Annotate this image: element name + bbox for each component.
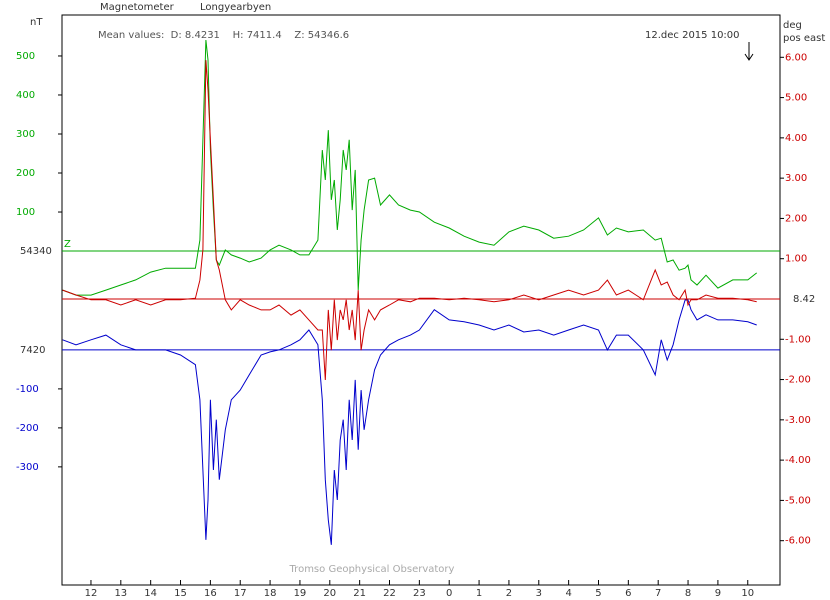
mean-values: Mean values: D: 8.4231 H: 7411.4 Z: 5434…: [98, 30, 349, 41]
y-tick-label: -300: [16, 462, 39, 473]
y2-tick-label: -6.00: [785, 536, 811, 547]
y2-tick-label: 1.00: [785, 254, 807, 265]
x-tick-label: 21: [353, 588, 366, 599]
y2-tick-label: 3.00: [785, 173, 807, 184]
x-tick-label: 2: [506, 588, 512, 599]
y-tick-label: 400: [16, 90, 35, 101]
x-tick-label: 12: [85, 588, 98, 599]
baseline-label: 7420: [20, 345, 45, 356]
baseline-label: 54340: [20, 246, 52, 257]
y2-tick-label: 2.00: [785, 213, 807, 224]
x-tick-label: 1: [476, 588, 482, 599]
baseline-label: 8.42: [793, 294, 815, 305]
y2-tick-label: 6.00: [785, 52, 807, 63]
x-tick-label: 17: [234, 588, 247, 599]
series-line: [62, 39, 758, 296]
x-tick-label: 7: [655, 588, 661, 599]
right-unit: deg: [783, 20, 802, 31]
left-unit: nT: [30, 17, 43, 28]
y2-tick-label: -5.00: [785, 495, 811, 506]
x-tick-label: 6: [625, 588, 631, 599]
instrument: Magnetometer: [100, 2, 175, 13]
x-tick-label: 5: [595, 588, 601, 599]
x-tick-label: 0: [446, 588, 452, 599]
x-tick-label: 10: [741, 588, 754, 599]
x-tick-label: 9: [715, 588, 721, 599]
time-arrow: [744, 42, 754, 61]
x-tick-label: 14: [144, 588, 157, 599]
x-tick-label: 3: [536, 588, 542, 599]
y-tick-label: 200: [16, 168, 35, 179]
arrow-head: [744, 53, 754, 61]
series-label: Z: [64, 239, 71, 250]
x-tick-label: 8: [685, 588, 691, 599]
x-tick-label: 22: [383, 588, 396, 599]
y-tick-label: -100: [16, 384, 39, 395]
x-tick-label: 19: [294, 588, 307, 599]
x-tick-label: 16: [204, 588, 217, 599]
x-tick-label: 18: [264, 588, 277, 599]
station: Longyearbyen: [200, 2, 271, 13]
plot-frame: [61, 14, 781, 586]
y2-tick-label: -3.00: [785, 415, 811, 426]
x-tick-label: 13: [114, 588, 127, 599]
x-tick-label: 15: [174, 588, 187, 599]
y-tick-label: -200: [16, 423, 39, 434]
y-tick-label: 300: [16, 129, 35, 140]
y2-tick-label: -2.00: [785, 375, 811, 386]
y2-tick-label: 4.00: [785, 133, 807, 144]
footer: Tromso Geophysical Observatory: [289, 564, 455, 575]
y2-tick-label: 5.00: [785, 93, 807, 104]
series-line: [62, 60, 757, 381]
x-tick-label: 20: [323, 588, 336, 599]
x-tick-label: 23: [413, 588, 426, 599]
y2-tick-label: -4.00: [785, 455, 811, 466]
x-tick-label: 4: [565, 588, 571, 599]
timestamp: 12.dec 2015 10:00: [645, 30, 740, 41]
y2-tick-label: -1.00: [785, 334, 811, 345]
y-tick-label: 500: [16, 51, 35, 62]
y-tick-label: 100: [16, 207, 35, 218]
right-unit: pos east: [783, 33, 825, 44]
series-line: [62, 299, 757, 545]
